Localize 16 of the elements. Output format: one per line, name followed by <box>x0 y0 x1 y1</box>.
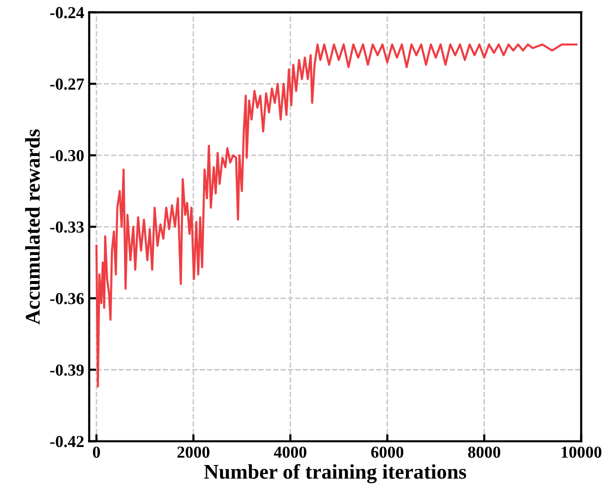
x-tick-label: 10000 <box>562 446 602 458</box>
x-tick-label: 6000 <box>371 446 404 458</box>
y-tick-label: -0.39 <box>50 364 84 376</box>
x-tick-label: 0 <box>92 446 100 458</box>
y-tick-label: -0.24 <box>50 7 84 18</box>
y-tick-label: -0.42 <box>50 436 84 448</box>
x-tick-label: 8000 <box>468 446 500 458</box>
x-tick-label: 4000 <box>274 446 306 458</box>
y-tick-label: -0.27 <box>50 78 84 90</box>
y-tick-label: -0.30 <box>50 150 84 162</box>
x-axis-title: Number of training iterations <box>204 464 466 484</box>
y-tick-label: -0.36 <box>50 292 84 304</box>
x-tick-label: 2000 <box>177 446 210 458</box>
y-tick-label: -0.33 <box>50 221 84 233</box>
y-axis-title: Accumulated rewards <box>25 129 40 324</box>
line-series <box>95 43 578 388</box>
